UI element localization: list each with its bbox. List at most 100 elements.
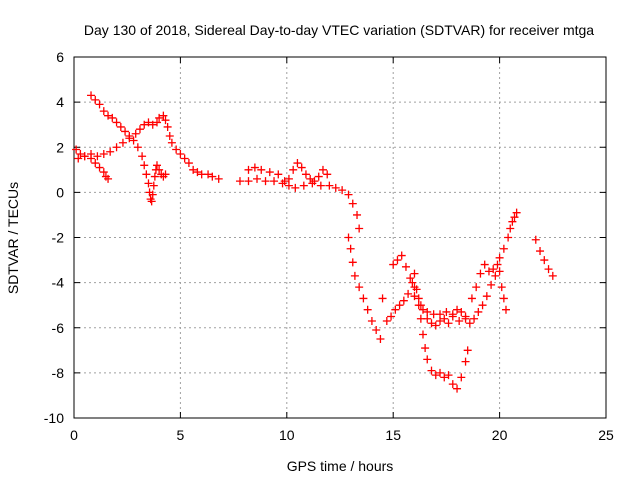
data-point (99, 150, 108, 159)
data-point (204, 170, 213, 179)
data-point (106, 147, 115, 156)
data-point (376, 335, 385, 344)
data-point (280, 177, 289, 186)
y-tick-label: -6 (52, 320, 65, 336)
data-point (495, 267, 504, 276)
data-point (87, 150, 96, 159)
data-point (155, 165, 164, 174)
data-point (316, 181, 325, 190)
data-point (531, 235, 540, 244)
data-point (144, 179, 153, 188)
data-point (87, 91, 96, 100)
data-point (346, 244, 355, 253)
data-point (510, 213, 519, 222)
data-point (367, 316, 376, 325)
data-point (331, 183, 340, 192)
data-point (161, 170, 170, 179)
data-point (355, 224, 364, 233)
data-point (138, 152, 147, 161)
y-tick-label: 0 (56, 184, 64, 200)
data-point (76, 150, 85, 159)
data-point (540, 256, 549, 265)
data-point (499, 294, 508, 303)
data-point (491, 271, 500, 280)
data-point (150, 172, 159, 181)
data-point (176, 150, 185, 159)
data-point (74, 154, 83, 163)
data-point (372, 326, 381, 335)
y-tick-label: 6 (56, 49, 64, 65)
data-point (359, 294, 368, 303)
data-point (489, 265, 498, 274)
x-tick-label: 20 (492, 427, 508, 443)
data-point (129, 136, 138, 145)
data-point (463, 346, 472, 355)
data-point (144, 118, 153, 127)
data-point (131, 129, 140, 138)
data-point (465, 319, 474, 328)
data-point (291, 183, 300, 192)
data-point (350, 271, 359, 280)
data-point (453, 305, 462, 314)
data-point (414, 294, 423, 303)
data-point (499, 244, 508, 253)
axis-ticks: 0 5 10 15 20 25 -10 -8 -6 -4 -2 0 2 4 6 (44, 49, 614, 443)
data-point (363, 305, 372, 314)
data-point (140, 161, 149, 170)
data-point (244, 177, 253, 186)
data-point (461, 312, 470, 321)
data-point (497, 283, 506, 292)
data-point (472, 283, 481, 292)
x-tick-label: 25 (598, 427, 614, 443)
data-point (310, 177, 319, 186)
data-point (325, 181, 334, 190)
data-point (406, 274, 415, 283)
data-point (148, 120, 157, 129)
data-point (353, 210, 362, 219)
data-point (348, 199, 357, 208)
data-point (427, 319, 436, 328)
data-point (444, 319, 453, 328)
data-point (147, 197, 156, 206)
data-point (508, 217, 517, 226)
data-point (180, 154, 189, 163)
data-point (416, 301, 425, 310)
data-point (299, 181, 308, 190)
data-point (410, 269, 419, 278)
data-point (99, 107, 108, 116)
data-point (382, 316, 391, 325)
data-point (163, 122, 172, 131)
data-point (235, 177, 244, 186)
data-point (401, 262, 410, 271)
data-point (506, 224, 515, 233)
data-point (482, 292, 491, 301)
data-point (442, 307, 451, 316)
data-point (455, 316, 464, 325)
data-point (135, 125, 144, 134)
data-point (118, 138, 127, 147)
data-point (306, 174, 315, 183)
data-point (436, 310, 445, 319)
data-point (457, 373, 466, 382)
data-point (436, 316, 445, 325)
data-point (480, 260, 489, 269)
data-point (440, 314, 449, 323)
data-point (148, 190, 157, 199)
data-point (393, 256, 402, 265)
data-point (121, 127, 130, 136)
data-point (478, 301, 487, 310)
data-point (116, 122, 125, 131)
data-point (467, 294, 476, 303)
data-point (253, 174, 262, 183)
data-point (397, 251, 406, 260)
data-point (140, 120, 149, 129)
data-point (208, 172, 217, 181)
data-points (72, 91, 557, 393)
data-point (387, 312, 396, 321)
data-point (548, 271, 557, 280)
data-point (184, 159, 193, 168)
data-point (161, 116, 170, 125)
data-point (476, 269, 485, 278)
data-point (104, 174, 113, 183)
y-tick-label: -8 (52, 365, 65, 381)
